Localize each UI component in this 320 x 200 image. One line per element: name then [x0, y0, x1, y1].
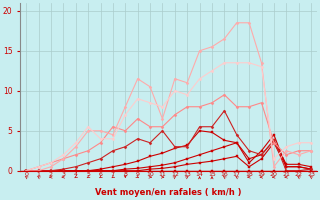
X-axis label: Vent moyen/en rafales ( km/h ): Vent moyen/en rafales ( km/h ) — [95, 188, 242, 197]
